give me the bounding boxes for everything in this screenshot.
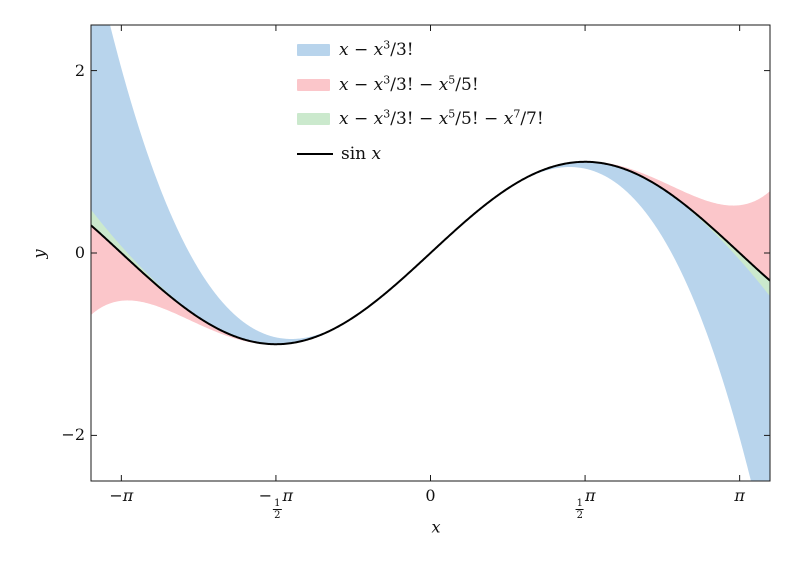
y-tick-label: 2 [74,60,85,80]
sin-curve [91,160,770,346]
legend-entry: x − x3/3! [297,33,544,68]
legend-label: x − x3/3! − x5/5! [339,73,479,95]
y-axis-label: y [29,249,49,259]
legend-label: x − x3/3! − x5/5! − x7/7! [339,107,544,130]
x-tick-label: π [734,486,745,505]
x-axis-label: x [431,517,441,537]
y-tick-label: −2 [61,425,85,445]
x-tick-label: −π [109,486,134,505]
legend-entry: sin x [297,137,544,172]
legend-fill-swatch [297,44,330,57]
legend-fill-swatch [297,113,330,126]
legend-fill-swatch [297,78,330,91]
legend-label: x − x3/3! [339,38,414,61]
y-tick-label: 0 [74,243,85,262]
legend-line-swatch [297,152,333,155]
legend-entry: x − x3/3! − x5/5! [297,68,544,103]
x-tick-label: 0 [425,486,436,505]
legend-entry: x − x3/3! − x5/5! − x7/7! [297,102,544,137]
legend-label: sin x [341,143,382,164]
legend: x − x3/3! x − x3/3! − x5/5! x − x3/3! − x5… [297,33,544,171]
x-tick-label: −1 2 π [258,486,294,522]
